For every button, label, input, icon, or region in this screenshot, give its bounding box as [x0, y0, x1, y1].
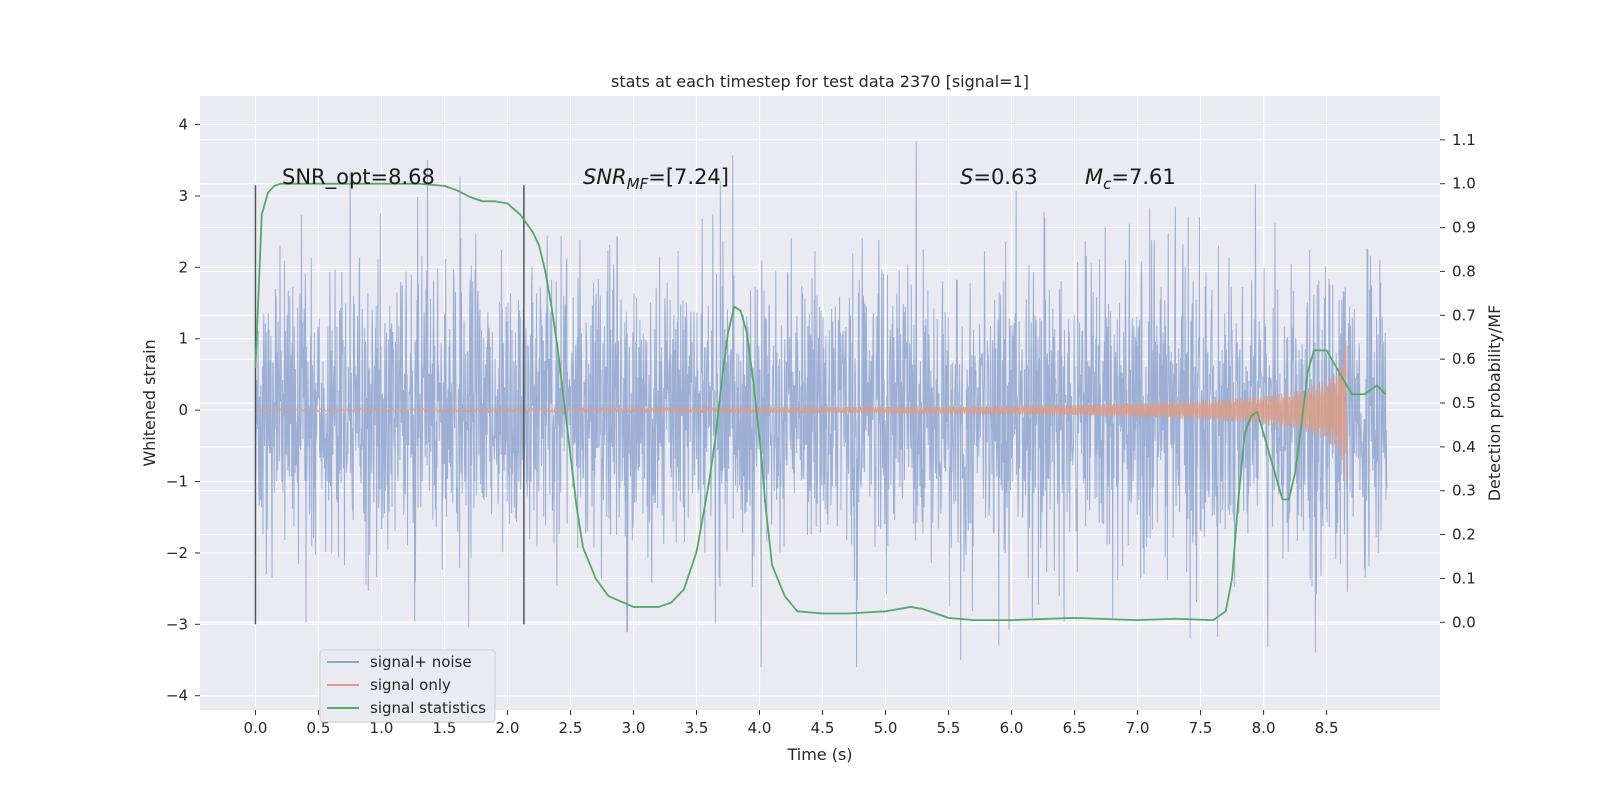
- annotation-mc-value: =7.61: [1111, 165, 1175, 189]
- annotation-snr-mf-sub: MF: [627, 175, 649, 193]
- y-left-tick-label: −3: [166, 615, 188, 633]
- x-tick-label: 4.0: [748, 719, 772, 737]
- legend-label-noise: signal+ noise: [370, 653, 472, 671]
- annotation-snr-opt: SNR_opt=8.68: [282, 165, 435, 190]
- x-tick-label: 3.5: [685, 719, 709, 737]
- x-tick-label: 5.0: [874, 719, 898, 737]
- annotation-snr-mf: SNRMF=[7.24]: [583, 165, 729, 193]
- annotation-mc-main: M: [1085, 165, 1103, 189]
- y-right-tick-label: 0.4: [1452, 438, 1476, 456]
- annotation-s: S=0.63: [960, 165, 1038, 189]
- annotation-mc: Mc=7.61: [1085, 165, 1176, 193]
- annotation-s-main: S: [960, 165, 973, 189]
- x-tick-label: 7.0: [1126, 719, 1150, 737]
- chart-title: stats at each timestep for test data 237…: [611, 72, 1029, 91]
- x-tick-label: 1.5: [433, 719, 457, 737]
- y-left-tick-label: −1: [166, 473, 188, 491]
- x-axis-ticks: 0.0 0.5 1.0 1.5 2.0 2.5 3.0 3.5 4.0 4.5 5.0 5.5 6.0 6…: [244, 710, 1339, 737]
- x-tick-label: 0.0: [244, 719, 268, 737]
- series-signal-noise: [254, 141, 1388, 668]
- legend-box: [319, 649, 496, 723]
- y-axis-left-label: Whitened strain: [140, 339, 159, 466]
- x-tick-label: 1.0: [370, 719, 394, 737]
- x-tick-label: 7.5: [1189, 719, 1213, 737]
- annotation-snr-mf-main: SNR: [583, 165, 627, 189]
- legend-label-signal: signal only: [370, 676, 451, 694]
- vertical-marker-lines: [254, 185, 525, 625]
- y-left-tick-label: −2: [166, 544, 188, 562]
- x-tick-label: 5.5: [937, 719, 961, 737]
- x-tick-label: 4.5: [811, 719, 835, 737]
- legend: signal+ noise signal only signal statist…: [319, 649, 496, 723]
- y-axis-left-ticks: 4 3 2 1 0 −1 −2 −3 −4: [166, 116, 200, 705]
- y-right-tick-label: 0.6: [1452, 350, 1476, 368]
- y-right-tick-label: 0.3: [1452, 482, 1476, 500]
- y-right-tick-label: 0.1: [1452, 569, 1476, 587]
- x-tick-label: 2.0: [496, 719, 520, 737]
- y-right-tick-label: 0.5: [1452, 394, 1476, 412]
- x-tick-label: 6.5: [1063, 719, 1087, 737]
- y-right-tick-label: 1.1: [1452, 131, 1476, 149]
- series-signal-statistics: [254, 182, 1387, 621]
- x-axis-label: Time (s): [786, 745, 852, 764]
- y-left-tick-label: 1: [178, 330, 188, 348]
- signal-statistics-line: [254, 182, 1387, 621]
- y-right-tick-label: 0.9: [1452, 219, 1476, 237]
- y-left-tick-label: 0: [178, 401, 188, 419]
- annotation-s-value: =0.63: [973, 165, 1037, 189]
- signal-only-line: [255, 340, 1348, 487]
- y-right-tick-label: 1.0: [1452, 175, 1476, 193]
- y-left-tick-label: 4: [178, 116, 188, 134]
- y-right-tick-label: 0.7: [1452, 306, 1476, 324]
- series-signal-only: [255, 340, 1348, 487]
- y-right-tick-label: 0.0: [1452, 613, 1476, 631]
- y-axis-right-ticks: 1.1 1.0 0.9 0.8 0.7 0.6 0.5 0.4 0.3 0.2 0.1 0.0: [1440, 131, 1476, 631]
- x-tick-label: 8.5: [1315, 719, 1339, 737]
- annotation-snr-mf-value: =[7.24]: [648, 165, 729, 189]
- legend-label-stats: signal statistics: [370, 699, 486, 717]
- y-right-tick-label: 0.8: [1452, 262, 1476, 280]
- signal-noise-line: [254, 141, 1388, 668]
- y-left-tick-label: 3: [178, 187, 188, 205]
- x-tick-label: 0.5: [307, 719, 331, 737]
- x-tick-label: 3.0: [622, 719, 646, 737]
- y-left-tick-label: −4: [166, 687, 188, 705]
- y-right-tick-label: 0.2: [1452, 526, 1476, 544]
- y-left-tick-label: 2: [178, 258, 188, 276]
- x-tick-label: 2.5: [559, 719, 583, 737]
- annotation-mc-sub: c: [1103, 175, 1112, 193]
- x-tick-label: 8.0: [1252, 719, 1276, 737]
- y-axis-right-label: Detection probability/MF: [1485, 305, 1504, 502]
- x-tick-label: 6.0: [1000, 719, 1024, 737]
